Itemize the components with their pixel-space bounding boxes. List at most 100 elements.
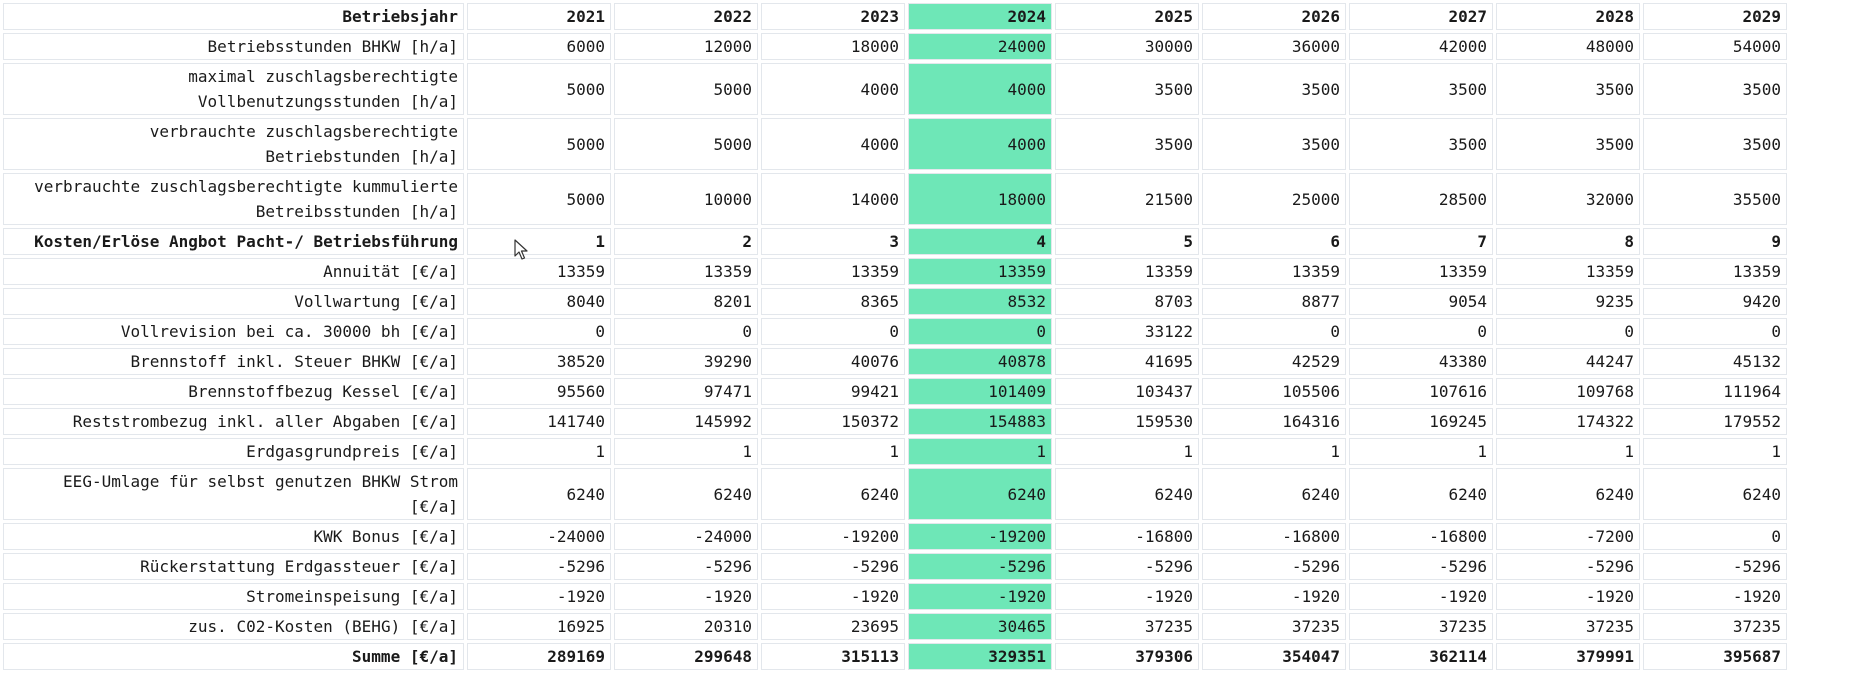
table-cell[interactable]: 4 <box>908 228 1052 255</box>
table-cell[interactable]: 0 <box>467 318 611 345</box>
table-cell[interactable]: 10000 <box>614 173 758 225</box>
row-label[interactable]: Rückerstattung Erdgassteuer [€/a] <box>3 553 464 580</box>
table-cell[interactable]: 13359 <box>1055 258 1199 285</box>
table-cell[interactable]: 1 <box>1643 438 1787 465</box>
table-cell[interactable]: 362114 <box>1349 643 1493 670</box>
table-cell[interactable]: -19200 <box>908 523 1052 550</box>
table-cell[interactable]: -1920 <box>1643 583 1787 610</box>
table-cell[interactable]: 289169 <box>467 643 611 670</box>
table-cell[interactable]: -1920 <box>1349 583 1493 610</box>
table-cell[interactable]: 379306 <box>1055 643 1199 670</box>
table-cell[interactable]: -16800 <box>1202 523 1346 550</box>
table-cell[interactable]: 39290 <box>614 348 758 375</box>
table-cell[interactable]: 0 <box>1643 318 1787 345</box>
table-cell[interactable]: 41695 <box>1055 348 1199 375</box>
table-cell[interactable]: -1920 <box>908 583 1052 610</box>
row-label[interactable]: KWK Bonus [€/a] <box>3 523 464 550</box>
table-cell[interactable]: 13359 <box>761 258 905 285</box>
table-cell[interactable]: 105506 <box>1202 378 1346 405</box>
table-cell[interactable]: 13359 <box>1643 258 1787 285</box>
table-cell[interactable]: 0 <box>908 318 1052 345</box>
table-cell[interactable]: -24000 <box>614 523 758 550</box>
table-cell[interactable]: 103437 <box>1055 378 1199 405</box>
table-cell[interactable]: 2027 <box>1349 3 1493 30</box>
table-cell[interactable]: 0 <box>1349 318 1493 345</box>
table-cell[interactable]: 28500 <box>1349 173 1493 225</box>
table-cell[interactable]: -1920 <box>761 583 905 610</box>
table-cell[interactable]: 395687 <box>1643 643 1787 670</box>
table-cell[interactable]: 2 <box>614 228 758 255</box>
table-cell[interactable]: 159530 <box>1055 408 1199 435</box>
table-cell[interactable]: 33122 <box>1055 318 1199 345</box>
table-cell[interactable]: 4000 <box>908 118 1052 170</box>
table-cell[interactable]: 1 <box>761 438 905 465</box>
table-cell[interactable]: 9420 <box>1643 288 1787 315</box>
table-cell[interactable]: 8201 <box>614 288 758 315</box>
table-cell[interactable]: -16800 <box>1349 523 1493 550</box>
table-cell[interactable]: 9 <box>1643 228 1787 255</box>
table-cell[interactable]: 1 <box>908 438 1052 465</box>
table-cell[interactable]: 0 <box>614 318 758 345</box>
table-cell[interactable]: 3500 <box>1496 63 1640 115</box>
table-cell[interactable]: 38520 <box>467 348 611 375</box>
table-cell[interactable]: 6240 <box>1349 468 1493 520</box>
table-cell[interactable]: 35500 <box>1643 173 1787 225</box>
table-cell[interactable]: 315113 <box>761 643 905 670</box>
table-cell[interactable]: -1920 <box>1055 583 1199 610</box>
table-cell[interactable]: 5000 <box>614 118 758 170</box>
table-cell[interactable]: 13359 <box>908 258 1052 285</box>
table-cell[interactable]: 9054 <box>1349 288 1493 315</box>
table-cell[interactable]: 13359 <box>1202 258 1346 285</box>
table-cell[interactable]: 8040 <box>467 288 611 315</box>
table-cell[interactable]: -5296 <box>1643 553 1787 580</box>
table-cell[interactable]: 8703 <box>1055 288 1199 315</box>
table-cell[interactable]: 1 <box>467 438 611 465</box>
table-cell[interactable]: 13359 <box>1496 258 1640 285</box>
table-cell[interactable]: 6240 <box>1496 468 1640 520</box>
row-label[interactable]: Vollwartung [€/a] <box>3 288 464 315</box>
table-cell[interactable]: 2021 <box>467 3 611 30</box>
table-cell[interactable]: 16925 <box>467 613 611 640</box>
table-cell[interactable]: -5296 <box>1496 553 1640 580</box>
table-cell[interactable]: 2024 <box>908 3 1052 30</box>
table-cell[interactable]: 13359 <box>1349 258 1493 285</box>
table-cell[interactable]: 6000 <box>467 33 611 60</box>
table-cell[interactable]: 99421 <box>761 378 905 405</box>
table-cell[interactable]: 5000 <box>614 63 758 115</box>
table-cell[interactable]: 3500 <box>1202 63 1346 115</box>
table-cell[interactable]: 9235 <box>1496 288 1640 315</box>
table-cell[interactable]: 5000 <box>467 173 611 225</box>
table-cell[interactable]: 1 <box>1349 438 1493 465</box>
table-cell[interactable]: 3 <box>761 228 905 255</box>
row-label[interactable]: Betriebsjahr <box>3 3 464 30</box>
table-cell[interactable]: 3500 <box>1643 118 1787 170</box>
table-cell[interactable]: 6240 <box>1055 468 1199 520</box>
table-cell[interactable]: 141740 <box>467 408 611 435</box>
table-cell[interactable]: 4000 <box>908 63 1052 115</box>
table-cell[interactable]: 5000 <box>467 63 611 115</box>
table-cell[interactable]: 14000 <box>761 173 905 225</box>
table-cell[interactable]: 3500 <box>1055 63 1199 115</box>
table-cell[interactable]: 0 <box>1496 318 1640 345</box>
row-label[interactable]: Brennstoffbezug Kessel [€/a] <box>3 378 464 405</box>
table-cell[interactable]: 179552 <box>1643 408 1787 435</box>
table-cell[interactable]: 0 <box>1643 523 1787 550</box>
table-cell[interactable]: 1 <box>1496 438 1640 465</box>
table-cell[interactable]: -7200 <box>1496 523 1640 550</box>
table-cell[interactable]: 5000 <box>467 118 611 170</box>
table-cell[interactable]: -19200 <box>761 523 905 550</box>
row-label[interactable]: verbrauchte zuschlagsberechtigte kummuli… <box>3 173 464 225</box>
table-cell[interactable]: 97471 <box>614 378 758 405</box>
table-cell[interactable]: 45132 <box>1643 348 1787 375</box>
table-cell[interactable]: 37235 <box>1349 613 1493 640</box>
table-cell[interactable]: 329351 <box>908 643 1052 670</box>
table-cell[interactable]: -1920 <box>1496 583 1640 610</box>
table-cell[interactable]: -5296 <box>761 553 905 580</box>
table-cell[interactable]: 30000 <box>1055 33 1199 60</box>
table-cell[interactable]: 25000 <box>1202 173 1346 225</box>
table-cell[interactable]: 7 <box>1349 228 1493 255</box>
table-cell[interactable]: 43380 <box>1349 348 1493 375</box>
table-cell[interactable]: 42529 <box>1202 348 1346 375</box>
table-cell[interactable]: 36000 <box>1202 33 1346 60</box>
table-cell[interactable]: 6240 <box>467 468 611 520</box>
